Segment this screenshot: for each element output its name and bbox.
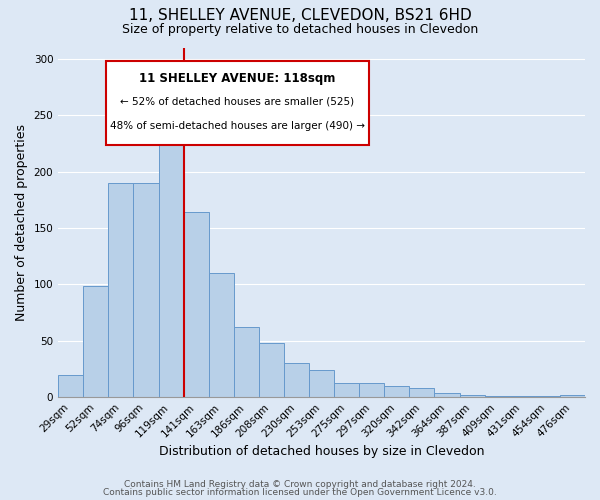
Bar xyxy=(309,370,334,397)
Bar xyxy=(234,328,259,397)
Bar xyxy=(485,396,510,397)
Bar xyxy=(359,382,385,397)
Bar xyxy=(259,343,284,397)
Bar xyxy=(83,286,109,397)
Bar xyxy=(158,123,184,397)
Bar xyxy=(209,273,234,397)
Bar xyxy=(58,374,83,397)
FancyBboxPatch shape xyxy=(106,62,369,146)
X-axis label: Distribution of detached houses by size in Clevedon: Distribution of detached houses by size … xyxy=(159,444,484,458)
Bar xyxy=(409,388,434,397)
Bar xyxy=(434,392,460,397)
Bar xyxy=(460,395,485,397)
Bar xyxy=(510,396,535,397)
Bar xyxy=(184,212,209,397)
Bar xyxy=(334,382,359,397)
Bar xyxy=(133,183,158,397)
Text: 11 SHELLEY AVENUE: 118sqm: 11 SHELLEY AVENUE: 118sqm xyxy=(139,72,335,85)
Text: ← 52% of detached houses are smaller (525): ← 52% of detached houses are smaller (52… xyxy=(120,96,355,106)
Text: Contains HM Land Registry data © Crown copyright and database right 2024.: Contains HM Land Registry data © Crown c… xyxy=(124,480,476,489)
Bar xyxy=(109,183,133,397)
Bar xyxy=(385,386,409,397)
Bar xyxy=(560,395,585,397)
Bar xyxy=(535,396,560,397)
Y-axis label: Number of detached properties: Number of detached properties xyxy=(15,124,28,321)
Text: 11, SHELLEY AVENUE, CLEVEDON, BS21 6HD: 11, SHELLEY AVENUE, CLEVEDON, BS21 6HD xyxy=(128,8,472,22)
Text: Size of property relative to detached houses in Clevedon: Size of property relative to detached ho… xyxy=(122,22,478,36)
Bar xyxy=(284,364,309,397)
Text: 48% of semi-detached houses are larger (490) →: 48% of semi-detached houses are larger (… xyxy=(110,121,365,131)
Text: Contains public sector information licensed under the Open Government Licence v3: Contains public sector information licen… xyxy=(103,488,497,497)
